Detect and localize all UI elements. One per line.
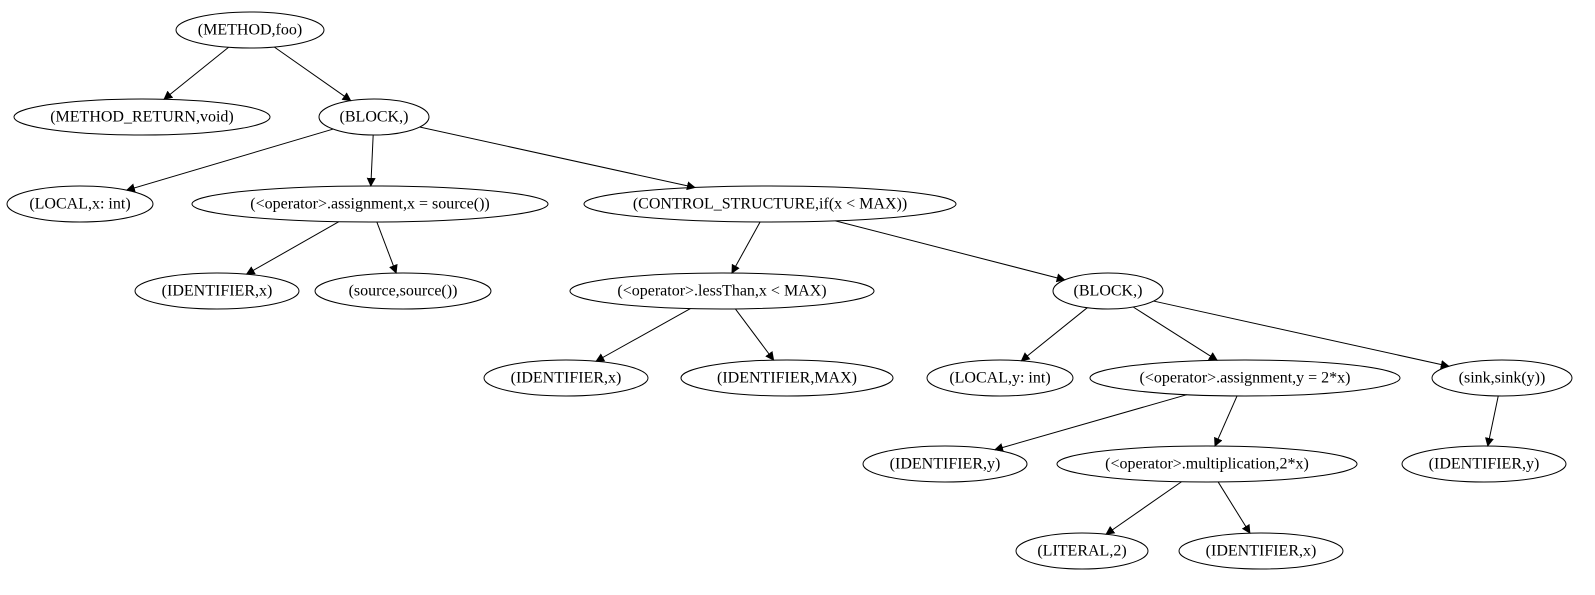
node-label: (source,source()): [349, 283, 458, 300]
tree-node: (BLOCK,): [319, 99, 429, 135]
tree-node: (CONTROL_STRUCTURE,if(x < MAX)): [584, 186, 956, 222]
node-label: (BLOCK,): [1074, 283, 1143, 300]
tree-node: (<operator>.lessThan,x < MAX): [570, 273, 874, 309]
edge: [995, 395, 1187, 450]
node-label: (sink,sink(y)): [1459, 370, 1546, 387]
node-label: (IDENTIFIER,MAX): [717, 370, 857, 387]
node-label: (IDENTIFIER,x): [511, 370, 622, 387]
edge: [274, 47, 351, 101]
tree-node: (IDENTIFIER,x): [484, 360, 648, 396]
tree-node: (sink,sink(y)): [1432, 360, 1572, 396]
node-label: (CONTROL_STRUCTURE,if(x < MAX)): [633, 196, 907, 213]
edge: [735, 309, 773, 360]
tree-node: (LITERAL,2): [1016, 533, 1148, 569]
tree-node: (LOCAL,y: int): [927, 360, 1073, 396]
node-label: (METHOD,foo): [198, 22, 302, 39]
edge: [1154, 301, 1449, 366]
node-label: (<operator>.multiplication,2*x): [1105, 456, 1309, 473]
node-label: (IDENTIFIER,x): [1206, 543, 1317, 560]
node-label: (BLOCK,): [340, 109, 409, 126]
node-label: (IDENTIFIER,x): [162, 283, 273, 300]
node-label: (LOCAL,x: int): [29, 196, 130, 213]
tree-node: (<operator>.assignment,y = 2*x): [1090, 360, 1400, 396]
edge: [596, 309, 690, 362]
nodes-layer: (METHOD,foo) (METHOD_RETURN,void) (BLOCK,)…: [7, 12, 1572, 569]
node-label: (IDENTIFIER,y): [1429, 456, 1540, 473]
edge: [377, 222, 396, 273]
node-label: (METHOD_RETURN,void): [50, 109, 234, 126]
node-label: (<operator>.assignment,y = 2*x): [1139, 370, 1350, 387]
tree-node: (IDENTIFIER,x): [135, 273, 299, 309]
edge: [247, 222, 339, 274]
edge: [1488, 396, 1498, 446]
edge: [420, 127, 695, 187]
ast-diagram: (METHOD,foo) (METHOD_RETURN,void) (BLOCK,)…: [0, 0, 1595, 595]
edge: [1133, 307, 1217, 360]
tree-node: (IDENTIFIER,y): [1402, 446, 1566, 482]
tree-node: (IDENTIFIER,y): [863, 446, 1027, 482]
edge: [127, 129, 333, 190]
edge: [732, 222, 760, 273]
tree-node: (METHOD_RETURN,void): [14, 99, 270, 135]
tree-node: (<operator>.assignment,x = source()): [192, 186, 548, 222]
edge: [835, 221, 1064, 280]
edge: [1106, 482, 1181, 535]
node-label: (IDENTIFIER,y): [890, 456, 1001, 473]
tree-node: (LOCAL,x: int): [7, 186, 153, 222]
tree-node: (IDENTIFIER,MAX): [681, 360, 893, 396]
edge: [1215, 396, 1237, 446]
node-label: (LOCAL,y: int): [949, 370, 1050, 387]
node-label: (LITERAL,2): [1037, 543, 1126, 560]
tree-node: (BLOCK,): [1053, 273, 1163, 309]
node-label: (<operator>.assignment,x = source()): [250, 196, 489, 213]
node-label: (<operator>.lessThan,x < MAX): [617, 283, 826, 300]
edge: [371, 135, 373, 186]
tree-node: (<operator>.multiplication,2*x): [1057, 446, 1357, 482]
tree-node: (IDENTIFIER,x): [1179, 533, 1343, 569]
edge: [1218, 482, 1250, 533]
edge: [1021, 308, 1087, 361]
tree-node: (source,source()): [315, 273, 491, 309]
edge: [164, 47, 229, 99]
tree-node: (METHOD,foo): [176, 12, 324, 48]
